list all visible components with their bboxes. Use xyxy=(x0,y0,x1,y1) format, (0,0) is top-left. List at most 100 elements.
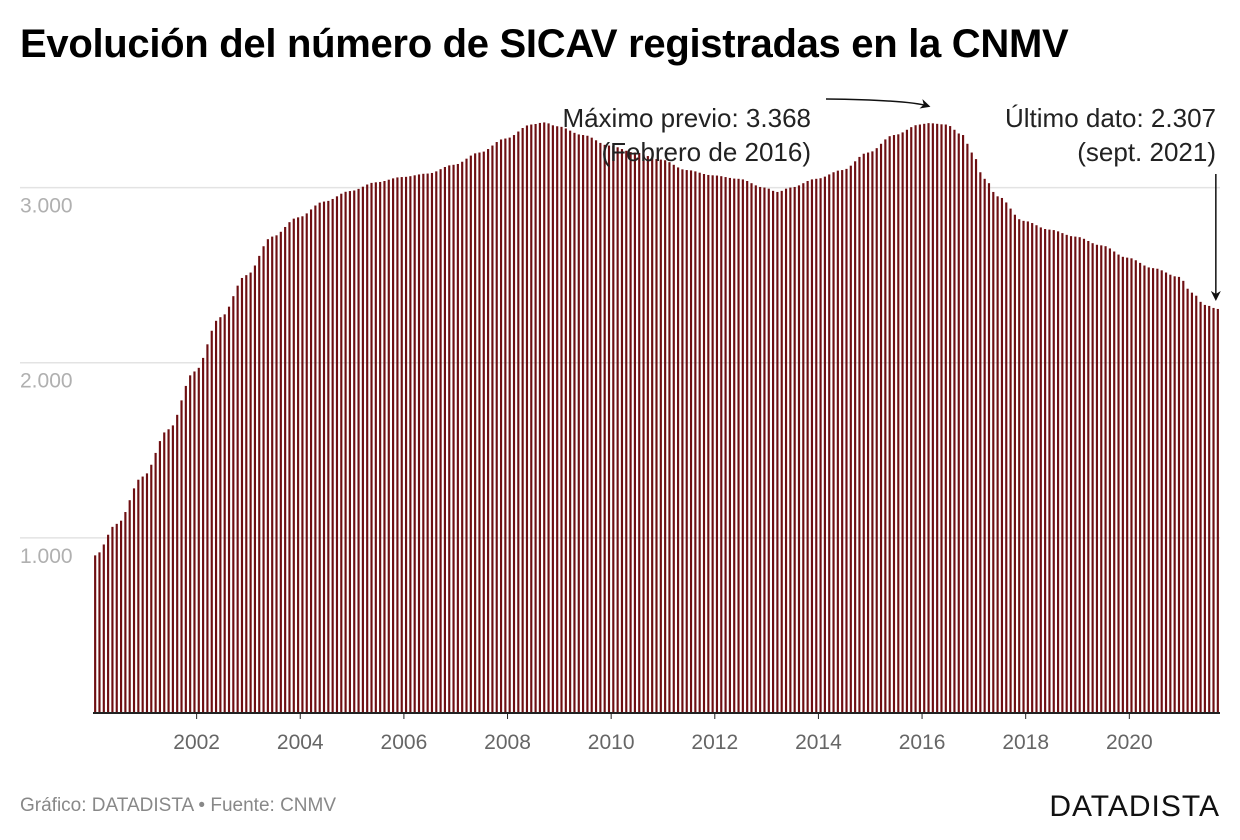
bar xyxy=(763,187,766,713)
bar xyxy=(659,159,662,714)
bar xyxy=(387,179,390,713)
bar xyxy=(1044,229,1047,713)
bar xyxy=(556,126,559,713)
bar xyxy=(677,167,680,713)
bar xyxy=(292,218,295,713)
bar xyxy=(262,246,265,714)
bar xyxy=(1035,225,1038,714)
bar xyxy=(344,191,347,713)
bar xyxy=(396,177,399,713)
bar xyxy=(232,296,235,713)
bar xyxy=(949,126,952,713)
bar xyxy=(772,190,775,714)
bar xyxy=(448,165,451,713)
annotation-peak-date: (Febrero de 2016) xyxy=(601,137,811,167)
x-axis-ticks: 2002 2004 2006 2008 2010 2012 2014 2016 2018 2020 xyxy=(173,713,1153,754)
bar xyxy=(802,183,805,713)
bar xyxy=(931,123,934,713)
bar xyxy=(1147,267,1150,713)
bar xyxy=(305,213,308,713)
bar xyxy=(940,124,943,713)
bar xyxy=(163,432,166,713)
bar xyxy=(214,320,218,713)
bar xyxy=(1164,272,1168,713)
bar xyxy=(905,129,909,713)
bar xyxy=(1100,245,1103,713)
bar xyxy=(582,135,585,713)
bar xyxy=(1061,233,1064,714)
bar xyxy=(219,317,222,713)
bar xyxy=(253,265,257,713)
bar xyxy=(1022,220,1025,713)
bar xyxy=(892,135,896,713)
bar xyxy=(638,153,641,713)
bar xyxy=(1091,243,1094,713)
bar xyxy=(171,425,174,713)
bar xyxy=(664,160,667,713)
bar xyxy=(987,183,991,713)
bar xyxy=(301,216,304,714)
bar xyxy=(538,122,541,713)
bar xyxy=(1130,258,1133,713)
bar xyxy=(202,357,205,713)
bar xyxy=(1095,244,1099,713)
bar xyxy=(1143,265,1146,713)
bar xyxy=(422,173,425,714)
bar xyxy=(845,168,848,713)
y-axis-ticks: 1.000 2.000 3.000 xyxy=(20,195,73,568)
bar xyxy=(871,151,874,713)
bar xyxy=(810,179,814,713)
bar xyxy=(94,555,97,713)
bar xyxy=(1087,240,1090,714)
bar xyxy=(793,186,796,714)
bar xyxy=(478,152,481,714)
bar xyxy=(832,172,835,713)
x-tick-label: 2002 xyxy=(173,731,220,754)
bar xyxy=(430,172,434,714)
bar xyxy=(249,272,252,713)
bar xyxy=(154,452,157,713)
bar xyxy=(698,172,701,713)
y-tick-label: 1.000 xyxy=(20,545,73,568)
bar xyxy=(823,176,826,714)
bar xyxy=(797,185,801,713)
bar xyxy=(836,170,839,713)
bar xyxy=(728,177,731,713)
bar xyxy=(525,125,529,713)
bar xyxy=(780,190,783,714)
bar xyxy=(335,196,339,713)
bar xyxy=(1104,246,1107,713)
bar xyxy=(884,139,887,713)
bar xyxy=(629,152,632,713)
bar xyxy=(1057,231,1060,714)
bar xyxy=(517,131,520,713)
bar xyxy=(702,174,706,713)
bar xyxy=(98,552,101,713)
bar xyxy=(720,176,723,713)
bar xyxy=(888,136,891,713)
bar xyxy=(543,122,546,714)
bar xyxy=(1048,229,1051,714)
bar xyxy=(944,124,947,713)
bar xyxy=(594,140,598,713)
bar xyxy=(1208,305,1211,713)
bar xyxy=(1199,301,1202,713)
bar xyxy=(461,161,464,714)
bar xyxy=(651,157,654,714)
bar xyxy=(1139,262,1142,713)
bar xyxy=(284,226,287,714)
bar xyxy=(107,534,110,713)
bar xyxy=(569,130,572,713)
bar xyxy=(711,175,714,713)
bar xyxy=(275,235,278,713)
annotation-peak-arrow xyxy=(825,98,931,109)
bar xyxy=(1186,288,1189,713)
bar xyxy=(573,132,576,714)
bar xyxy=(862,153,865,714)
bar xyxy=(119,520,123,713)
bar xyxy=(508,137,511,714)
bar xyxy=(499,139,503,714)
bar xyxy=(1117,254,1120,713)
x-tick-label: 2014 xyxy=(795,731,842,754)
bar xyxy=(1177,276,1181,713)
